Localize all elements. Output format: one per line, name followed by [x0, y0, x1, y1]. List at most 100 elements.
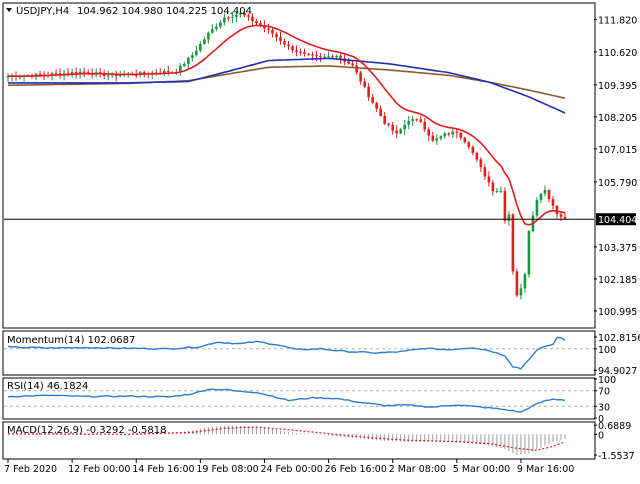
x-tick-label: 2 Mar 08:00: [389, 464, 446, 475]
candle-body: [496, 191, 499, 192]
candle-body: [295, 50, 298, 52]
sub-y-tick-label: 100: [598, 345, 616, 356]
candle-body: [39, 74, 42, 75]
candle-body: [183, 64, 186, 66]
candle-body: [331, 56, 334, 57]
candle-body: [315, 55, 318, 56]
candle-body: [327, 56, 330, 57]
candle-body: [435, 138, 438, 140]
candle-body: [427, 129, 430, 135]
candle-body: [472, 147, 475, 153]
candle-body: [480, 159, 483, 167]
candle-body: [283, 41, 286, 44]
x-tick-label: 12 Feb 00:00: [68, 464, 130, 475]
sub-y-tick-label: 30: [598, 402, 610, 413]
candle-body: [564, 217, 567, 219]
candle-body: [231, 17, 234, 18]
candle-body: [339, 56, 342, 59]
candle-body: [556, 206, 559, 214]
candle-body: [508, 214, 511, 220]
candle-body: [500, 191, 503, 192]
macd-title: MACD(12,26,9) -0.3292 -0.5818: [7, 425, 167, 436]
x-tick-label: 7 Feb 2020: [4, 464, 57, 475]
candle-body: [488, 177, 491, 183]
candle-body: [227, 18, 230, 19]
candle-body: [520, 288, 523, 295]
candle-body: [411, 119, 414, 121]
y-tick-label: 107.015: [598, 145, 637, 156]
candle-body: [524, 274, 527, 288]
candle-body: [287, 45, 290, 47]
candle-body: [55, 73, 58, 74]
candle-body: [367, 87, 370, 97]
candle-body: [279, 37, 282, 41]
candle-body: [219, 22, 222, 26]
candle-body: [307, 54, 310, 55]
candle-body: [359, 73, 362, 82]
x-tick-label: 26 Feb 16:00: [325, 464, 387, 475]
candle-body: [476, 153, 479, 160]
momentum-title: Momentum(14) 102.0687: [7, 335, 135, 346]
candle-body: [415, 119, 418, 120]
y-tick-label: 108.205: [598, 113, 637, 124]
candle-body: [552, 199, 555, 206]
candle-body: [504, 191, 507, 221]
candle-body: [548, 190, 551, 199]
candle-body: [399, 129, 402, 133]
candle-body: [391, 125, 394, 131]
candle-body: [187, 58, 190, 64]
candle-body: [199, 44, 202, 51]
candle-body: [387, 124, 390, 125]
rsi-title: RSI(14) 46.1824: [7, 381, 88, 392]
y-tick-label: 111.820: [598, 16, 637, 27]
candle-body: [383, 116, 386, 124]
candle-body: [512, 214, 515, 271]
candle-body: [375, 103, 378, 109]
x-tick-label: 24 Feb 00:00: [260, 464, 322, 475]
candle-body: [323, 57, 326, 58]
candle-body: [75, 72, 78, 73]
candle-body: [291, 46, 294, 50]
candle-body: [464, 138, 467, 142]
candle-body: [363, 81, 366, 86]
candle-body: [83, 72, 86, 73]
x-tick-label: 14 Feb 16:00: [132, 464, 194, 475]
y-tick-label: 105.790: [598, 178, 637, 189]
candle-body: [207, 33, 210, 40]
candle-body: [484, 167, 487, 176]
candle-body: [255, 21, 258, 23]
candle-body: [271, 30, 274, 34]
candle-body: [379, 109, 382, 116]
x-tick-label: 5 Mar 00:00: [453, 464, 510, 475]
candle-body: [540, 194, 543, 200]
candle-body: [267, 28, 270, 29]
y-tick-label: 100.995: [598, 307, 637, 318]
candle-body: [423, 122, 426, 130]
current-price-label: 104.404: [598, 215, 637, 226]
candle-body: [443, 133, 446, 136]
candle-body: [211, 29, 214, 33]
candle-body: [419, 119, 422, 121]
candle-body: [351, 64, 354, 66]
candle-body: [395, 131, 398, 134]
sub-y-tick-label: 0: [598, 430, 604, 441]
y-tick-label: 103.375: [598, 243, 637, 254]
candle-body: [468, 142, 471, 147]
candle-body: [560, 214, 563, 217]
y-tick-label: 110.620: [598, 48, 637, 59]
x-tick-label: 9 Mar 16:00: [517, 464, 574, 475]
candle-body: [439, 136, 442, 138]
main-ohlc-header: 104.962 104.980 104.225 104.404: [77, 6, 252, 17]
candle-body: [311, 54, 314, 55]
candle-body: [355, 65, 358, 72]
candle-body: [191, 55, 194, 58]
main-chart-title: USDJPY,H4: [16, 6, 69, 17]
candle-body: [528, 231, 531, 274]
candle-body: [431, 136, 434, 141]
candle-body: [460, 133, 463, 138]
candle-body: [299, 52, 302, 53]
candle-body: [319, 56, 322, 57]
candle-body: [371, 97, 374, 103]
